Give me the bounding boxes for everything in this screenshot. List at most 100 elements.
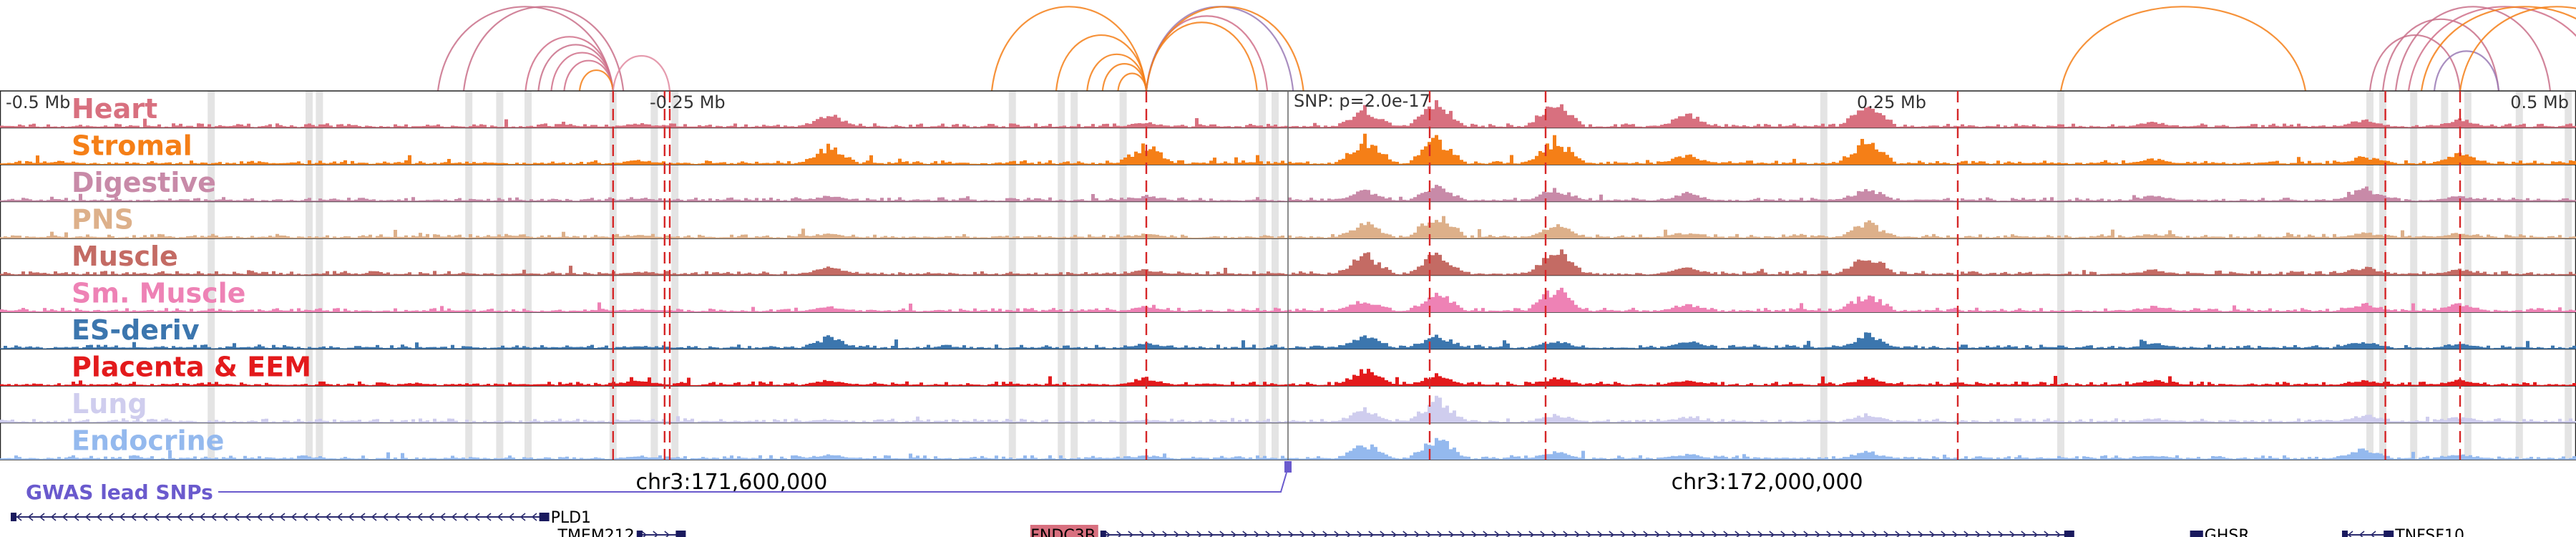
gene-fndc3b-strand-chevron [1460, 531, 1466, 537]
gene-fndc3b-strand-chevron [1437, 531, 1443, 537]
gene-pld1-strand-chevron [382, 513, 389, 521]
gene-fndc3b-strand-chevron [1666, 531, 1672, 537]
gene-pld1-strand-chevron [84, 513, 91, 521]
gene-pld1-strand-chevron [428, 513, 434, 521]
gene-fndc3b-strand-chevron [1402, 531, 1409, 537]
interaction-arc-14 [1145, 15, 1269, 92]
gene-tmem212-strand-chevron [641, 531, 648, 537]
gene-pld1-exon-end [539, 513, 550, 521]
gene-fndc3b-strand-chevron [1872, 531, 1878, 537]
interaction-arc-20 [2394, 6, 2552, 92]
gene-fndc3b-strand-chevron [1769, 531, 1775, 537]
gene-fndc3b-strand-chevron [1849, 531, 1855, 537]
gene-fndc3b-strand-chevron [1254, 531, 1260, 537]
gene-fndc3b-strand-chevron [1746, 531, 1752, 537]
gene-fndc3b-strand-chevron [1506, 531, 1512, 537]
gene-pld1-strand-chevron [348, 513, 354, 521]
signal-lung [0, 395, 2576, 423]
track-label-digestive: Digestive [72, 167, 216, 198]
gene-fndc3b-strand-chevron [1139, 531, 1146, 537]
gene-tnfsf10-exon-start [2342, 531, 2348, 537]
gene-fndc3b-strand-chevron [2021, 531, 2027, 537]
gene-fndc3b-strand-chevron [1483, 531, 1489, 537]
gene-fndc3b-strand-chevron [2009, 531, 2016, 537]
interaction-arc-5 [525, 36, 614, 92]
gene-fndc3b-strand-chevron [1918, 531, 1924, 537]
gene-tnfsf10-strand-chevron [2358, 531, 2365, 537]
gene-tnfsf10-label: TNFSF10 [2394, 527, 2464, 537]
gene-pld1-strand-chevron [462, 513, 469, 521]
gene-tmem212-exon-start [636, 531, 643, 537]
interaction-arc-17 [2059, 6, 2307, 92]
gene-pld1-strand-chevron [405, 513, 411, 521]
coordinate-label: chr3:171,600,000 [635, 470, 827, 495]
gene-pld1-strand-chevron [359, 513, 366, 521]
gene-pld1-strand-chevron [302, 513, 308, 521]
gene-pld1-strand-chevron [210, 513, 217, 521]
gene-pld1-strand-chevron [268, 513, 274, 521]
gene-fndc3b-strand-chevron [1162, 531, 1169, 537]
gene-tmem212-strand-chevron [653, 531, 659, 537]
track-label-muscle: Muscle [72, 241, 178, 272]
gene-fndc3b-strand-chevron [2032, 531, 2039, 537]
gene-tmem212-label: TMEM212 [557, 527, 635, 537]
gene-pld1-strand-chevron [336, 513, 343, 521]
gene-pld1-strand-chevron [394, 513, 400, 521]
axis-tick-label: -0.5 Mb [6, 92, 70, 112]
signal-placenta-eem [0, 369, 2576, 386]
gene-fndc3b-strand-chevron [1174, 531, 1180, 537]
gene-pld1-strand-chevron [245, 513, 251, 521]
interaction-arc-22 [2433, 50, 2500, 92]
gene-pld1-strand-chevron [107, 513, 114, 521]
gene-pld1-strand-chevron [508, 513, 514, 521]
gene-fndc3b-strand-chevron [1265, 531, 1272, 537]
gene-tmem212-strand-chevron [664, 531, 670, 537]
gene-fndc3b-exon-end [2064, 531, 2074, 537]
signal-muscle [0, 249, 2576, 276]
interaction-arc-24 [2459, 6, 2576, 92]
gene-fndc3b-strand-chevron [1803, 531, 1810, 537]
interaction-arc-19 [2381, 18, 2500, 92]
gene-fndc3b-strand-chevron [1815, 531, 1821, 537]
gene-fndc3b-strand-chevron [1963, 531, 1970, 537]
gene-fndc3b-strand-chevron [1895, 531, 1901, 537]
track-label-endocrine: Endocrine [72, 425, 224, 457]
gene-fndc3b-strand-chevron [1551, 531, 1558, 537]
interaction-arc-15 [1145, 6, 1294, 92]
gene-fndc3b-strand-chevron [1517, 531, 1523, 537]
interaction-arc-0 [436, 6, 614, 92]
gene-fndc3b-strand-chevron [1986, 531, 1993, 537]
gene-fndc3b-strand-chevron [1563, 531, 1569, 537]
gene-tnfsf10-strand-chevron [2347, 531, 2353, 537]
gene-fndc3b-strand-chevron [1838, 531, 1844, 537]
gene-pld1-strand-chevron [485, 513, 492, 521]
gene-fndc3b-strand-chevron [1757, 531, 1764, 537]
gene-fndc3b-strand-chevron [1380, 531, 1386, 537]
gene-fndc3b-strand-chevron [1620, 531, 1626, 537]
axis-tick-label: -0.25 Mb [650, 92, 726, 112]
gene-fndc3b-strand-chevron [1105, 531, 1111, 537]
gene-fndc3b-exon-start [1100, 531, 1106, 537]
track-label-placenta-eem: Placenta & EEM [72, 352, 311, 383]
gene-fndc3b-strand-chevron [1208, 531, 1214, 537]
gene-fndc3b-strand-chevron [1883, 531, 1890, 537]
gene-fndc3b-strand-chevron [1723, 531, 1729, 537]
signal-sm-muscle [0, 287, 2576, 312]
gene-fndc3b-strand-chevron [1368, 531, 1375, 537]
gene-pld1-strand-chevron [222, 513, 228, 521]
interaction-arc-2 [537, 44, 614, 92]
gene-fndc3b-strand-chevron [1288, 531, 1294, 537]
gene-fndc3b-strand-chevron [1952, 531, 1958, 537]
gene-fndc3b-strand-chevron [1677, 531, 1684, 537]
gene-fndc3b-strand-chevron [1906, 531, 1913, 537]
gene-tnfsf10-exon-end [2384, 531, 2394, 537]
gene-fndc3b-strand-chevron [2044, 531, 2050, 537]
gene-fndc3b-strand-chevron [1357, 531, 1363, 537]
snp-pvalue-label: SNP: p=2.0e-17 [1294, 91, 1430, 111]
dashed-marker-lines [612, 91, 2462, 460]
gene-fndc3b-strand-chevron [1116, 531, 1123, 537]
gene-fndc3b-strand-chevron [1196, 531, 1203, 537]
gene-fndc3b-strand-chevron [1425, 531, 1432, 537]
gene-ghsr-exon-end [2192, 531, 2203, 537]
gene-pld1-strand-chevron [176, 513, 182, 521]
